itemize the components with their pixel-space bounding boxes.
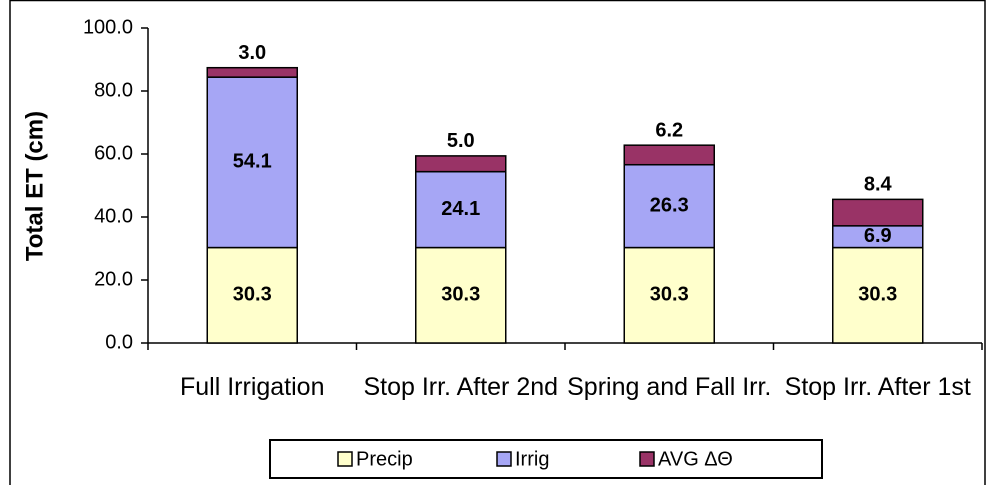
x-tick-label: Spring and Fall Irr. <box>567 373 772 401</box>
data-label: 30.3 <box>233 284 272 306</box>
y-tick-label: 60.0 <box>94 142 133 164</box>
data-label: 6.9 <box>864 225 892 247</box>
data-label: 26.3 <box>650 194 689 216</box>
data-label: 30.3 <box>650 284 689 306</box>
data-label: 3.0 <box>238 42 266 64</box>
bar-segment <box>415 170 507 249</box>
bar-segment <box>623 144 715 166</box>
legend-label: Precip <box>356 448 413 470</box>
chart-frame <box>9 0 986 485</box>
bar-segment <box>623 163 715 249</box>
legend-label: AVG ΔΘ <box>658 448 733 470</box>
y-tick-label: 100.0 <box>83 16 133 38</box>
legend-swatch <box>496 451 512 467</box>
y-tick-label: 0.0 <box>105 331 133 353</box>
bar-segment <box>832 198 924 227</box>
y-tick-label: 20.0 <box>94 268 133 290</box>
data-label: 30.3 <box>858 284 897 306</box>
legend-box <box>269 439 823 479</box>
data-label: 30.3 <box>441 284 480 306</box>
data-label: 5.0 <box>447 130 475 152</box>
y-axis-label: Total ET (cm) <box>21 111 48 261</box>
y-tick-label: 40.0 <box>94 205 133 227</box>
data-label: 6.2 <box>655 119 683 141</box>
bar-segment <box>206 76 298 249</box>
bar-segment <box>206 66 298 78</box>
legend-swatch <box>337 451 353 467</box>
data-label: 8.4 <box>864 174 893 196</box>
bar-segment <box>415 246 507 344</box>
data-label: 24.1 <box>441 198 480 220</box>
x-tick-label: Stop Irr. After 2nd <box>363 373 559 401</box>
legend-swatch <box>639 451 655 467</box>
data-label: 54.1 <box>233 151 272 173</box>
bar-segment <box>832 246 924 344</box>
bar-segment <box>415 155 507 173</box>
y-tick-label: 80.0 <box>94 79 133 101</box>
bar-segment <box>206 246 298 344</box>
legend-label: Irrig <box>515 448 549 470</box>
bar-segment <box>623 246 715 344</box>
x-tick-label: Stop Irr. After 1st <box>784 373 971 401</box>
x-tick-label: Full Irrigation <box>180 373 325 401</box>
